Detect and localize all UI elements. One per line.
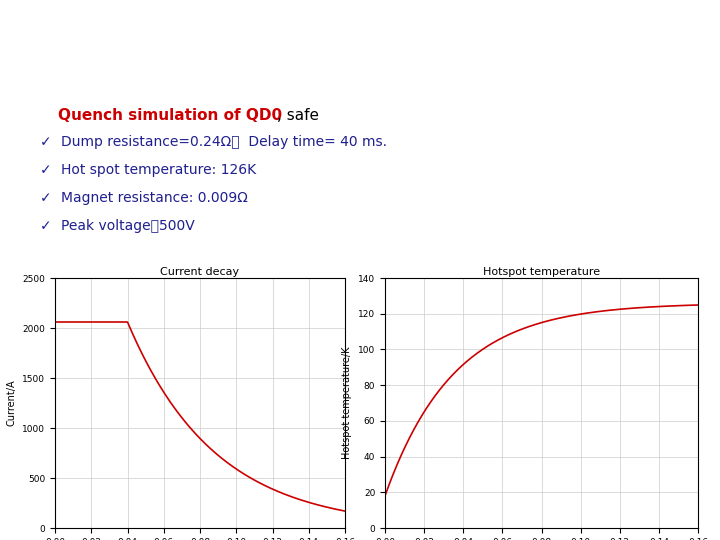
Text: , safe: , safe [277,108,319,123]
Text: ✓: ✓ [40,163,51,177]
Y-axis label: Current/A: Current/A [6,380,17,426]
Y-axis label: Hotspot temperature/K: Hotspot temperature/K [343,347,353,459]
Text: ✓: ✓ [40,219,51,233]
Title: Hotspot temperature: Hotspot temperature [483,267,600,277]
Title: Current decay: Current decay [161,267,240,277]
Text: Dump resistance=0.24Ω，  Delay time= 40 ms.: Dump resistance=0.24Ω， Delay time= 40 ms… [61,135,387,149]
Text: Quench simulation of QD0: Quench simulation of QD0 [58,108,282,123]
Text: Hot spot temperature: 126K: Hot spot temperature: 126K [61,163,256,177]
Text: ✓: ✓ [40,191,51,205]
Text: ✓: ✓ [40,135,51,149]
Text: Peak voltage：500V: Peak voltage：500V [61,219,195,233]
Text: Magnet resistance: 0.009Ω: Magnet resistance: 0.009Ω [61,191,248,205]
